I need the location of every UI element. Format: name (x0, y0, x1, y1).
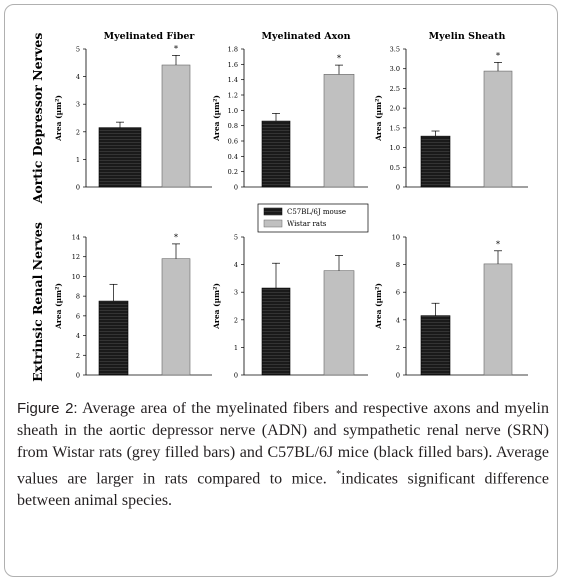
significance-star: * (174, 233, 178, 242)
rat-bar (323, 74, 355, 188)
chart-title: Myelin Sheath (429, 31, 506, 42)
y-tick-label: 4 (234, 261, 238, 269)
y-tick-label: 0.5 (390, 164, 400, 172)
legend-swatch-mouse (263, 207, 283, 216)
y-tick-label: 1.0 (228, 107, 238, 115)
y-tick-label: 4 (76, 73, 80, 81)
y-tick-label: 0 (396, 372, 400, 380)
y-tick-label: 1.5 (390, 124, 400, 132)
y-tick-label: 0.8 (228, 122, 238, 130)
chart-title: Myelinated Fiber (104, 31, 196, 42)
y-tick-label: 1.4 (228, 76, 238, 84)
y-tick-label: 8 (396, 261, 400, 269)
mouse-bar (261, 287, 291, 376)
y-tick-label: 5 (76, 46, 80, 54)
y-tick-label: 2 (76, 128, 80, 136)
y-tick-label: 1.0 (390, 144, 400, 152)
y-tick-label: 3 (76, 101, 80, 109)
significance-star: * (496, 51, 500, 60)
caption-star: * (336, 469, 342, 480)
y-tick-label: 2 (76, 352, 80, 360)
y-tick-label: 1 (234, 344, 238, 352)
y-tick-label: 14 (72, 234, 80, 242)
legend-swatch-rat (263, 219, 283, 228)
mouse-bar (98, 300, 129, 376)
rat-bar (161, 258, 191, 376)
y-axis-label: Area (µm²) (374, 283, 383, 330)
significance-star: * (174, 44, 178, 53)
y-tick-label: 10 (392, 234, 400, 242)
y-axis-label: Area (µm²) (374, 95, 383, 142)
y-tick-label: 2.0 (390, 105, 400, 113)
mouse-bar (420, 135, 451, 188)
y-tick-label: 1.6 (228, 61, 238, 69)
y-tick-label: 0 (76, 372, 80, 380)
y-tick-label: 0.6 (228, 138, 238, 146)
rat-bar (323, 270, 355, 376)
row-label-bottom: Extrinsic Renal Nerves (30, 222, 45, 382)
y-tick-label: 0 (234, 372, 238, 380)
y-tick-label: 1 (76, 156, 80, 164)
y-tick-label: 4 (76, 332, 80, 340)
chart-title: Myelinated Axon (261, 31, 350, 42)
caption-end: indicates significant difference between… (17, 470, 549, 510)
y-tick-label: 0 (396, 184, 400, 192)
y-tick-label: 1.8 (228, 46, 238, 54)
y-tick-label: 2 (396, 344, 400, 352)
y-tick-label: 10 (72, 273, 80, 281)
y-tick-label: 1.2 (228, 92, 238, 100)
y-tick-label: 6 (76, 312, 80, 320)
mouse-bar (98, 127, 142, 188)
y-tick-label: 2 (234, 316, 238, 324)
mouse-bar (420, 315, 451, 376)
significance-star: * (337, 54, 341, 63)
y-tick-label: 2.5 (390, 85, 400, 93)
figure-label: Figure 2: (17, 400, 78, 417)
significance-star: * (496, 240, 500, 249)
y-axis-label: Area (µm²) (54, 95, 63, 142)
y-tick-label: 3.5 (390, 46, 400, 54)
row-label-top: Aortic Depressor Nerves (30, 33, 45, 205)
mouse-bar (261, 120, 291, 188)
caption-body: Average area of the myelinated fibers an… (17, 400, 549, 488)
figure-caption: Figure 2: Average area of the myelinated… (17, 398, 549, 512)
legend-label-rat: Wistar rats (287, 220, 327, 228)
rat-bar (483, 70, 513, 188)
y-tick-label: 6 (396, 289, 400, 297)
y-tick-label: 0 (234, 184, 238, 192)
y-tick-label: 0.2 (228, 168, 238, 176)
y-tick-label: 5 (234, 234, 238, 242)
y-tick-label: 12 (72, 253, 80, 261)
y-tick-label: 8 (76, 293, 80, 301)
y-tick-label: 4 (396, 316, 400, 324)
rat-bar (483, 263, 513, 376)
legend-label-mouse: C57BL/6J mouse (287, 208, 346, 216)
y-tick-label: 3 (234, 289, 238, 297)
y-tick-label: 3.0 (390, 65, 400, 73)
y-axis-label: Area (µm²) (212, 283, 221, 330)
y-axis-label: Area (µm²) (54, 283, 63, 330)
y-tick-label: 0 (76, 184, 80, 192)
y-axis-label: Area (µm²) (212, 95, 221, 142)
rat-bar (161, 64, 191, 188)
y-tick-label: 0.4 (228, 153, 238, 161)
